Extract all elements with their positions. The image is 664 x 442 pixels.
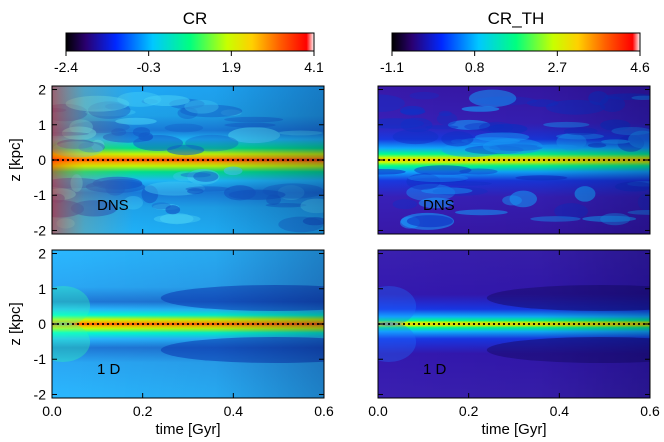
y-tick-label: 1: [38, 117, 46, 133]
y-axis-label: z [kpc]: [7, 138, 24, 181]
x-tick-label: 0.0: [368, 403, 388, 419]
y-tick-label: 0: [38, 152, 46, 168]
heatmap-panel: 0.0 0.2 0.4 0.6 1 D time [Gyr]: [368, 249, 660, 438]
y-tick-label: -2: [34, 386, 47, 402]
colorbar-tick-label: 0.8: [465, 59, 485, 75]
x-axis-label: time [Gyr]: [481, 421, 546, 438]
x-tick-label: 0.6: [640, 403, 660, 419]
colorbar-tick-label: 4.1: [304, 59, 324, 75]
y-tick-label: -2: [34, 222, 47, 238]
x-tick-label: 0.6: [314, 403, 334, 419]
colorbar-tick-label: -0.3: [137, 59, 161, 75]
x-tick-label: 0.2: [459, 403, 479, 419]
y-tick-label: 0: [38, 316, 46, 332]
colorbar-tick-label: 4.6: [630, 59, 650, 75]
colorbar-title: CR: [183, 9, 208, 28]
panel-label: DNS: [423, 197, 455, 214]
heatmap-panel: -2 -1 0 1 2 DNS z [kpc]: [7, 82, 325, 238]
panel-label: DNS: [97, 197, 129, 214]
x-axis-label: time [Gyr]: [155, 421, 220, 438]
colorbar-gradient: [391, 32, 641, 52]
colorbar-title: CR_TH: [488, 9, 545, 28]
colorbar-tick-label: 1.9: [222, 59, 242, 75]
colorbar-cr: CR -2.4 -0.3 1.9 4.1: [54, 9, 324, 75]
colorbar-gradient: [65, 32, 315, 52]
heatmap-panel: DNS: [377, 85, 651, 235]
y-tick-label: 1: [38, 281, 46, 297]
y-tick-label: -1: [34, 351, 47, 367]
y-tick-label: -1: [34, 187, 47, 203]
colorbar-ticks: -2.4 -0.3 1.9 4.1: [54, 51, 324, 75]
colorbar-tick-label: -2.4: [54, 59, 78, 75]
x-tick-label: 0.2: [133, 403, 153, 419]
x-tick-label: 0.4: [550, 403, 570, 419]
heatmap-panel: 0.0 0.2 0.4 0.6 -2 -1 0 1 2 1 D z [kpc] time [Gyr]: [7, 246, 334, 438]
panel-label: 1 D: [97, 361, 121, 378]
panel-label: 1 D: [423, 361, 447, 378]
y-tick-label: 2: [38, 246, 46, 262]
colorbar-ticks: -1.1 0.8 2.7 4.6: [380, 51, 650, 75]
colorbar-tick-label: 2.7: [548, 59, 568, 75]
y-axis-label: z [kpc]: [7, 302, 24, 345]
x-tick-label: 0.0: [42, 403, 62, 419]
y-tick-label: 2: [38, 82, 46, 98]
x-tick-label: 0.4: [224, 403, 244, 419]
colorbar-cr-th: CR_TH -1.1 0.8 2.7 4.6: [380, 9, 650, 75]
colorbar-tick-label: -1.1: [380, 59, 404, 75]
